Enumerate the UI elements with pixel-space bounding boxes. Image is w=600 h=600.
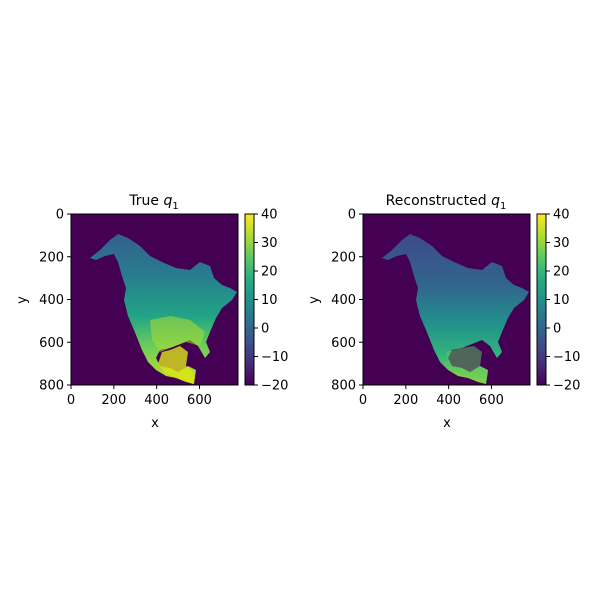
colorbar-tick-label: 40: [261, 208, 278, 223]
y-tick-label: 0: [56, 208, 64, 223]
colorbar-tick-label: 10: [261, 293, 278, 308]
y-axis-true: 0 200 400 600 800: [39, 208, 71, 394]
title-main: Reconstructed: [386, 193, 491, 209]
warm-region-true: [150, 316, 205, 352]
colorbar-reconstructed: [536, 213, 547, 386]
x-tick-label: 600: [187, 393, 212, 408]
x-tick-label: 600: [479, 393, 504, 408]
x-axis-reconstructed: 0 200 400 600: [359, 385, 504, 408]
title-var: q: [163, 193, 172, 209]
colorbar-tick-label: 40: [553, 208, 570, 223]
panel-title-reconstructed: Reconstructed q1: [386, 193, 507, 212]
colorbar-tick-label: 30: [261, 236, 278, 251]
y-tick-label: 200: [39, 250, 64, 265]
x-tick-label: 0: [359, 393, 367, 408]
land-mass-reconstructed: [382, 234, 529, 384]
colorbar-tick-label: 20: [553, 265, 570, 280]
colorbar-ticks-true: 40 30 20 10 0 −10 −20: [254, 208, 288, 394]
x-tick-label: 400: [436, 393, 461, 408]
x-axis-label-true: x: [151, 416, 159, 431]
y-tick-label: 800: [331, 379, 356, 394]
x-tick-label: 200: [101, 393, 126, 408]
colorbar-tick-label: −10: [553, 350, 580, 365]
x-axis-true: 0 200 400 600: [67, 385, 212, 408]
panel-title-true: True q1: [128, 193, 178, 212]
title-main: True: [128, 193, 163, 209]
y-tick-label: 400: [331, 293, 356, 308]
y-axis-reconstructed: 0 200 400 600 800: [331, 208, 363, 394]
colorbar-tick-label: −20: [261, 379, 288, 394]
x-tick-label: 400: [144, 393, 169, 408]
colorbar-tick-label: 20: [261, 265, 278, 280]
warm-region-reconstructed: [446, 346, 488, 384]
x-axis-label-reconstructed: x: [443, 416, 451, 431]
y-tick-label: 400: [39, 293, 64, 308]
land-mass-true: [90, 234, 237, 384]
y-tick-label: 600: [39, 336, 64, 351]
y-tick-label: 600: [331, 336, 356, 351]
x-tick-label: 0: [67, 393, 75, 408]
colorbar-tick-label: 0: [553, 322, 561, 337]
colorbar-tick-label: 0: [261, 322, 269, 337]
x-tick-label: 200: [393, 393, 418, 408]
y-tick-label: 200: [331, 250, 356, 265]
colorbar-ticks-reconstructed: 40 30 20 10 0 −10 −20: [546, 208, 580, 394]
y-tick-label: 0: [348, 208, 356, 223]
title-subscript: 1: [500, 201, 506, 212]
colorbar-tick-label: −20: [553, 379, 580, 394]
colorbar-tick-label: 30: [553, 236, 570, 251]
y-tick-label: 800: [39, 379, 64, 394]
y-axis-label-reconstructed: y: [307, 296, 322, 304]
title-subscript: 1: [172, 201, 178, 212]
hot-region-true: [158, 346, 194, 384]
colorbar-tick-label: −10: [261, 350, 288, 365]
colorbar-tick-label: 10: [553, 293, 570, 308]
y-axis-label-true: y: [15, 296, 30, 304]
title-var: q: [491, 193, 500, 209]
colorbar-true: [244, 213, 255, 386]
